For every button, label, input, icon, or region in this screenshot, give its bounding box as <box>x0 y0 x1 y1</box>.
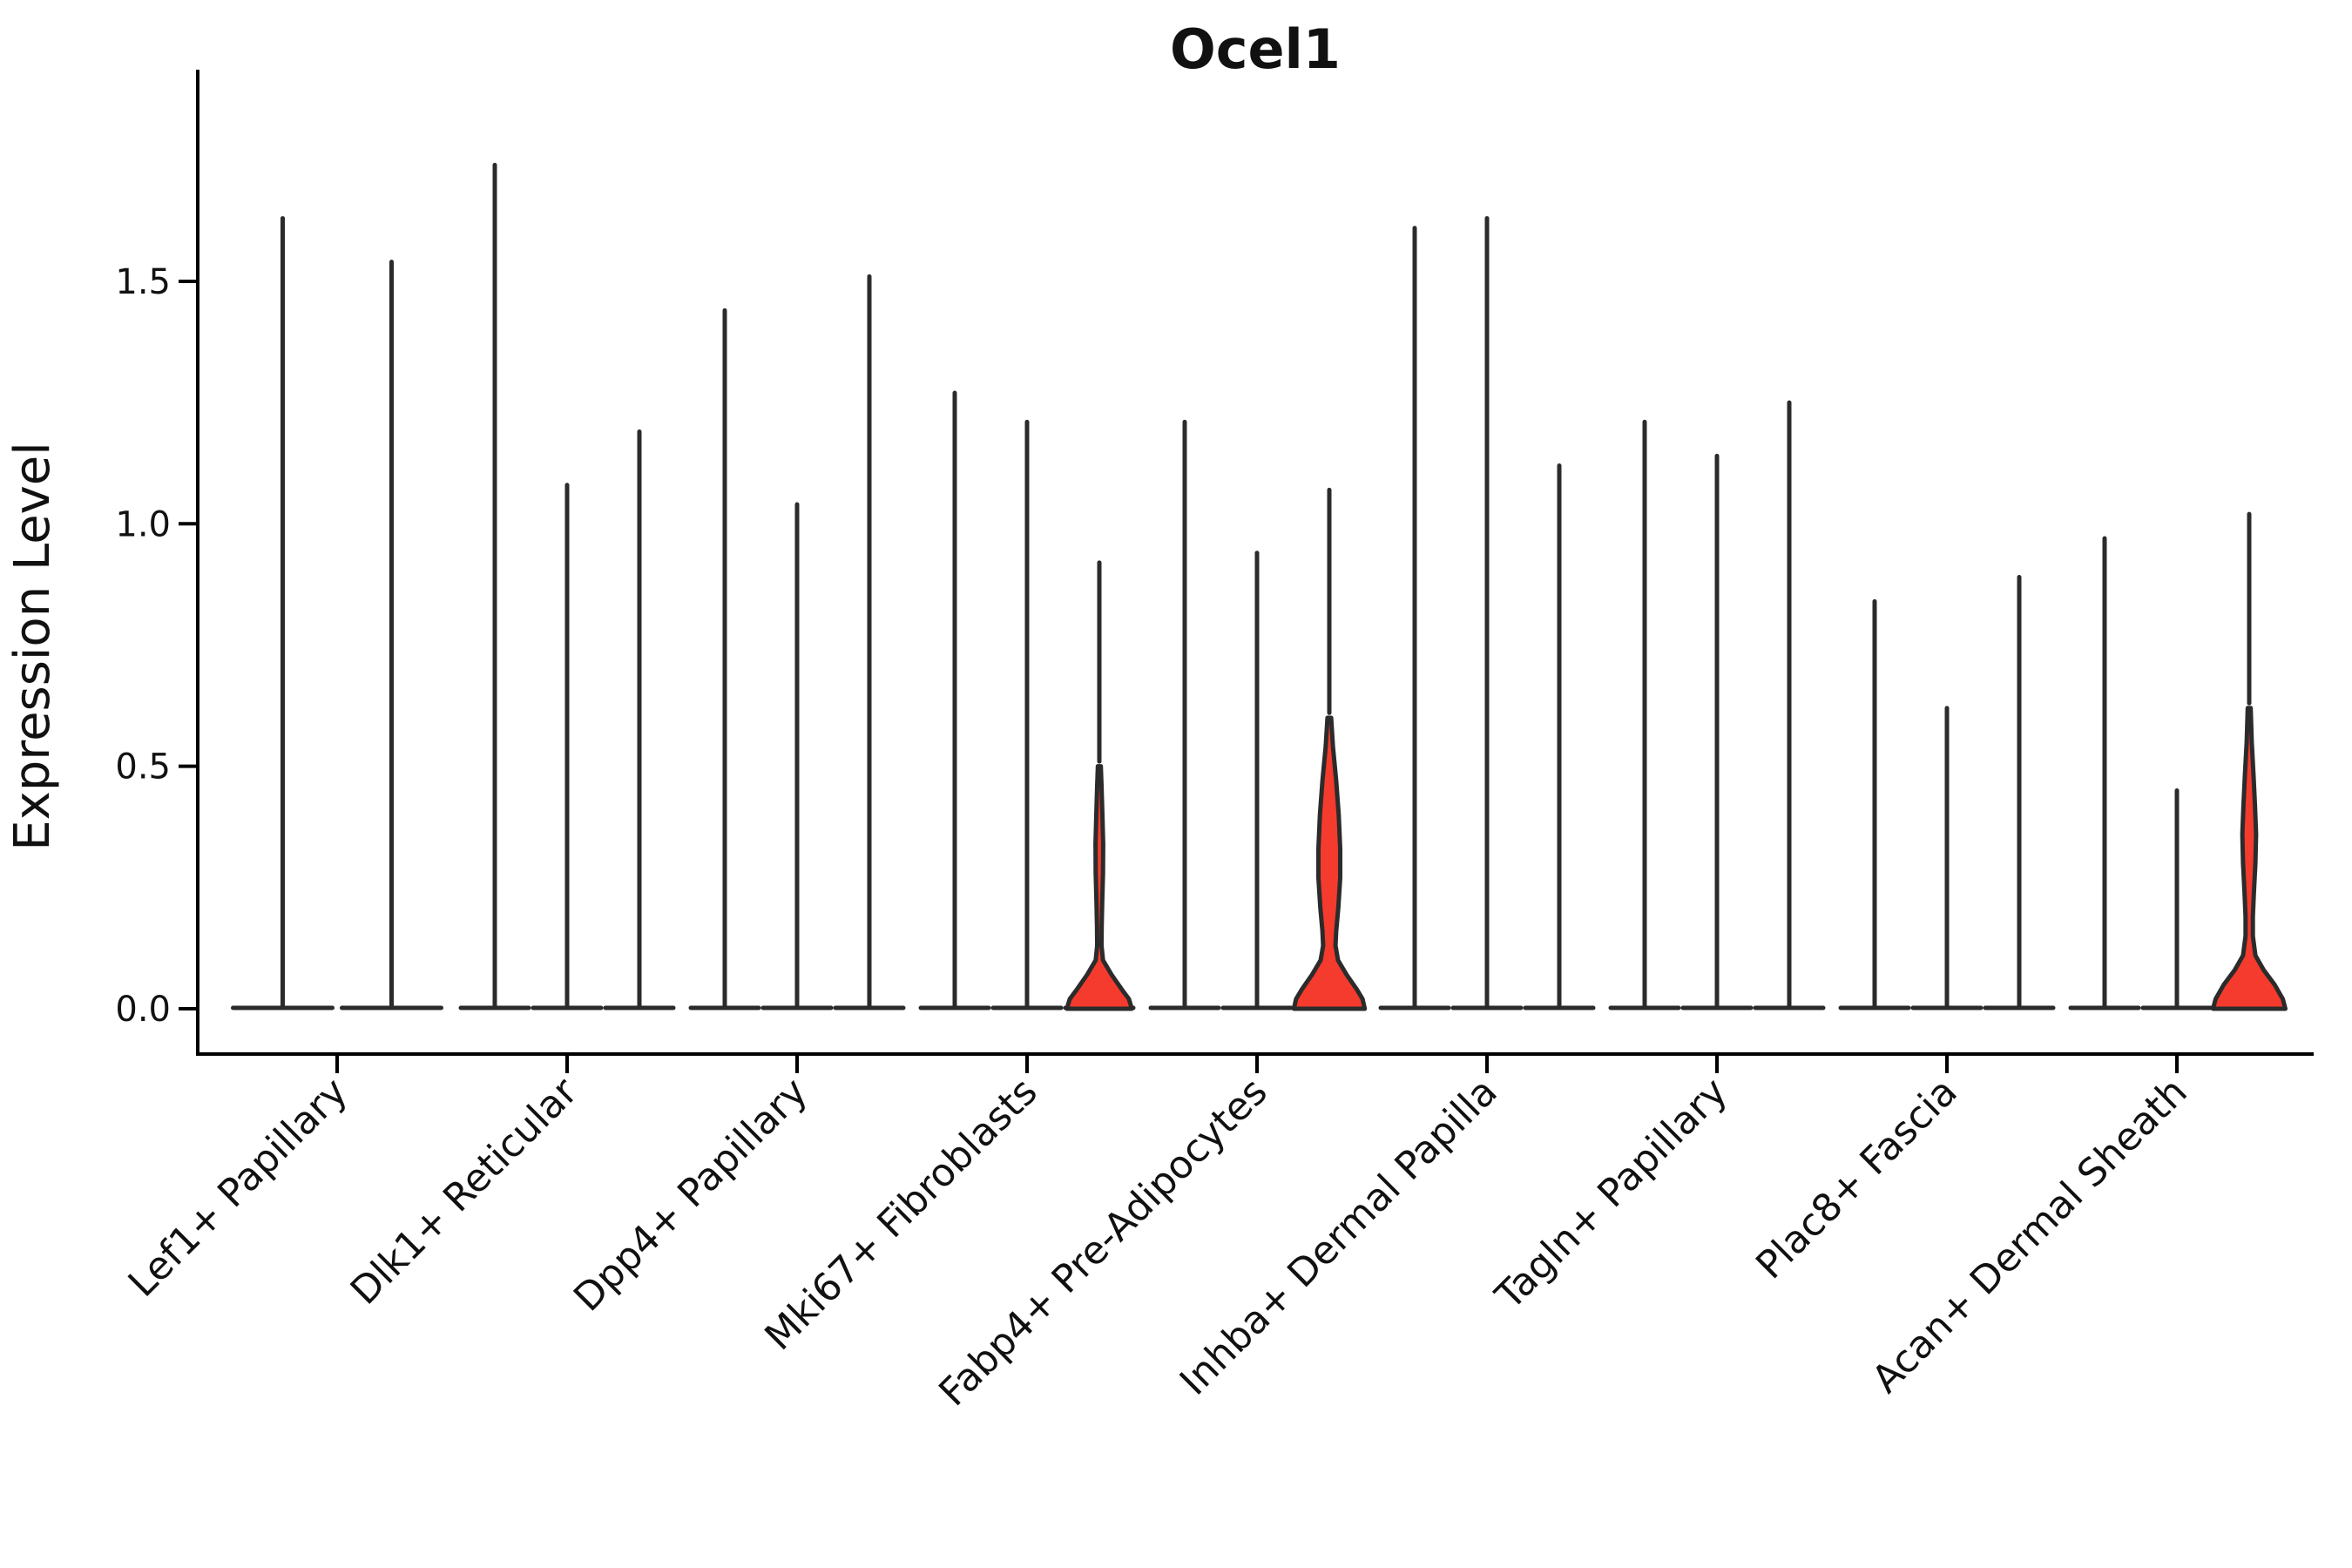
violin-body <box>1291 715 1368 1011</box>
violin <box>1220 551 1294 1010</box>
y-axis-label: Expression Level <box>4 442 61 851</box>
violin <box>1838 598 1911 1010</box>
y-tick-label: 0.0 <box>115 990 171 1030</box>
x-tick-label: Lef1+ Papillary <box>120 1070 356 1306</box>
violin <box>1608 419 1681 1010</box>
violin <box>340 260 443 1010</box>
violin <box>1063 560 1136 1011</box>
violin <box>990 419 1064 1010</box>
y-tick-label: 0.5 <box>115 747 171 787</box>
y-tick-label: 1.5 <box>115 262 171 302</box>
violin <box>1910 706 1984 1010</box>
violin <box>1148 419 1221 1010</box>
violin <box>688 308 761 1010</box>
violin-body <box>1064 764 1134 1011</box>
y-axis-ticks: 0.0 0.5 1.0 1.5 <box>115 262 198 1030</box>
violin <box>1378 226 1451 1010</box>
violin <box>231 216 335 1010</box>
violin <box>1753 400 1826 1010</box>
y-tick-label: 1.0 <box>115 504 171 544</box>
violin <box>918 390 991 1010</box>
violin <box>1523 463 1596 1010</box>
violin <box>531 483 604 1010</box>
violin <box>2140 787 2213 1010</box>
violin <box>760 502 834 1010</box>
x-tick-label: Plac8+ Fascia <box>1747 1070 1966 1288</box>
violin <box>458 162 531 1010</box>
violin <box>603 429 676 1010</box>
violin <box>1450 216 1524 1010</box>
violins-layer <box>231 162 2288 1011</box>
chart-title: Ocel1 <box>1170 17 1341 81</box>
violin <box>2068 536 2141 1010</box>
x-tick-label: Dpp4+ Papillary <box>565 1070 816 1321</box>
violin <box>1983 575 2056 1010</box>
violin <box>1680 453 1754 1010</box>
violin <box>1291 487 1368 1011</box>
violin-body <box>2211 706 2288 1011</box>
violin <box>833 274 906 1010</box>
x-tick-label: Dlk1+ Reticular <box>342 1069 587 1314</box>
axes-layer <box>196 70 2314 1056</box>
violin <box>2211 511 2288 1011</box>
x-tick-label: Tagln+ Papillary <box>1487 1070 1736 1319</box>
